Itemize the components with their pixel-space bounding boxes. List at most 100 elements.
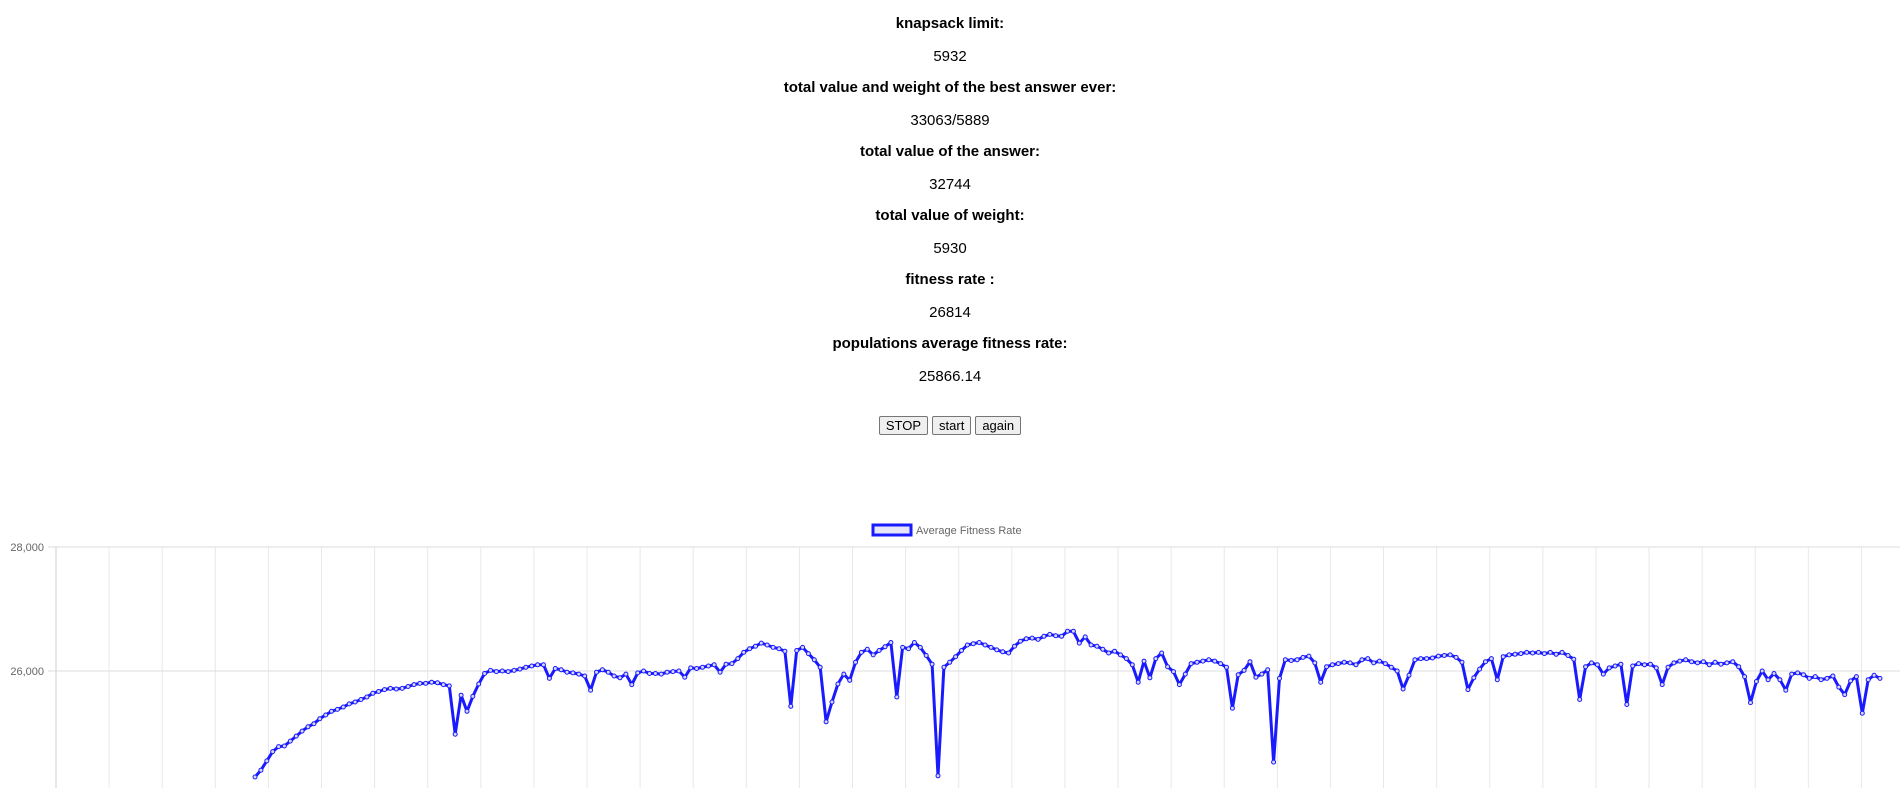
data-point	[947, 659, 953, 665]
data-point	[1176, 682, 1182, 688]
data-point	[1524, 649, 1530, 655]
start-button[interactable]: start	[932, 416, 972, 435]
data-point	[446, 683, 452, 689]
data-point	[935, 773, 941, 779]
data-point	[1806, 675, 1812, 681]
data-point	[493, 669, 499, 675]
data-point	[1665, 664, 1671, 670]
data-point	[1653, 665, 1659, 671]
series-line-average-fitness	[253, 629, 1881, 778]
data-point	[1406, 672, 1412, 678]
data-point	[711, 662, 717, 668]
data-point	[1488, 656, 1494, 662]
data-point	[705, 663, 711, 669]
legend-swatch	[871, 523, 913, 537]
y-tick-label: 28,000	[10, 542, 44, 554]
data-point	[676, 668, 682, 674]
data-point	[1824, 675, 1830, 681]
data-point	[258, 767, 264, 773]
data-point	[1606, 665, 1612, 671]
legend-label: Average Fitness Rate	[916, 525, 1022, 537]
data-point	[1129, 662, 1135, 668]
data-point	[376, 689, 382, 694]
data-point	[1671, 660, 1677, 666]
data-point	[576, 671, 582, 677]
data-point	[605, 669, 611, 675]
data-point	[788, 703, 794, 709]
data-point	[894, 694, 900, 700]
knapsack-limit-value: 5932	[933, 48, 967, 65]
data-point	[1412, 657, 1418, 663]
data-point	[629, 682, 635, 688]
data-point	[276, 744, 282, 750]
data-point	[1365, 656, 1371, 662]
stop-button[interactable]: STOP	[878, 416, 929, 435]
fitness-rate-label: fitness rate :	[905, 271, 995, 288]
data-point	[1812, 674, 1818, 680]
data-point	[382, 687, 387, 693]
data-point	[1700, 659, 1706, 665]
data-point	[953, 654, 959, 660]
data-point	[982, 642, 988, 648]
data-point	[470, 693, 476, 699]
data-point	[1683, 657, 1689, 663]
data-point	[664, 669, 670, 675]
data-point	[1206, 657, 1212, 663]
data-point	[1135, 679, 1141, 685]
average-fitness-label: populations average fitness rate:	[832, 335, 1068, 352]
data-point	[853, 659, 858, 665]
again-button[interactable]: again	[975, 416, 1022, 435]
data-point	[546, 675, 552, 681]
data-point	[1677, 658, 1683, 664]
data-point	[488, 667, 493, 673]
answer-value-label: total value of the answer:	[859, 143, 1041, 160]
data-point	[1777, 677, 1783, 683]
data-point	[864, 646, 870, 652]
data-point	[959, 648, 964, 653]
data-point	[1353, 662, 1359, 668]
data-point	[800, 644, 806, 650]
data-point	[1271, 759, 1277, 765]
data-point	[1483, 659, 1488, 665]
data-point	[405, 684, 411, 689]
data-point	[1459, 659, 1465, 665]
data-point	[1589, 660, 1594, 666]
data-point	[723, 661, 729, 667]
data-point	[1536, 649, 1541, 655]
data-point	[641, 668, 647, 674]
data-point	[570, 670, 576, 676]
data-point	[735, 656, 741, 662]
data-point	[1153, 656, 1159, 662]
best-answer-value: 33063/5889	[910, 112, 990, 129]
data-point	[847, 677, 853, 683]
data-point	[1200, 658, 1206, 664]
data-point	[552, 666, 558, 671]
data-point	[505, 669, 511, 675]
data-point	[1053, 633, 1059, 639]
data-point	[1712, 659, 1718, 665]
data-point	[1630, 663, 1636, 669]
data-point	[976, 640, 982, 645]
data-point	[1430, 655, 1435, 661]
data-point	[1047, 631, 1053, 637]
data-point	[1612, 663, 1618, 669]
data-point	[564, 669, 570, 675]
weight-label: total value of weight:	[875, 207, 1025, 224]
data-point	[346, 701, 352, 707]
data-point	[594, 669, 599, 675]
data-point	[1494, 677, 1500, 683]
data-point	[805, 651, 811, 657]
data-point	[1012, 643, 1017, 649]
data-point	[906, 646, 911, 652]
data-point	[1659, 682, 1665, 688]
data-point	[1171, 669, 1176, 675]
data-point	[635, 670, 641, 676]
data-point	[1565, 653, 1571, 658]
data-point	[1547, 649, 1553, 655]
data-point	[452, 731, 458, 737]
data-point	[1865, 677, 1871, 683]
data-point	[1759, 668, 1765, 674]
data-point	[1689, 659, 1695, 665]
data-point	[1088, 642, 1094, 648]
data-point	[1306, 653, 1312, 659]
